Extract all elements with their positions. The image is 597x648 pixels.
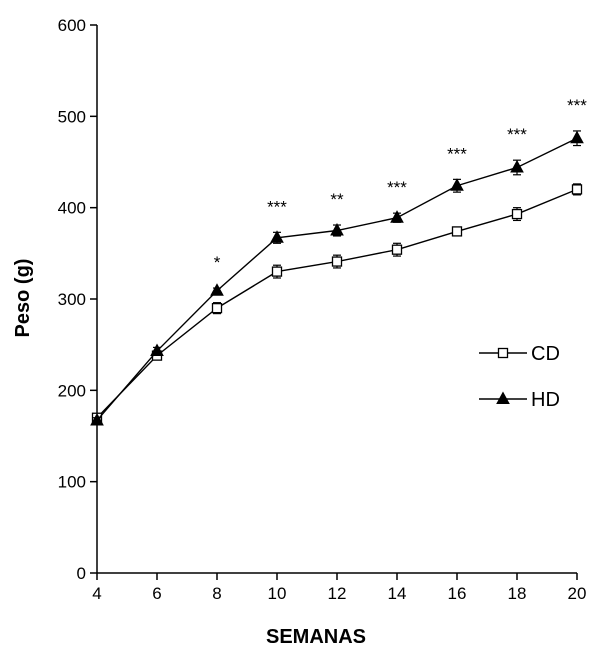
series-cd-point <box>511 208 523 220</box>
series-hd-point <box>330 222 344 236</box>
significance-marker: * <box>214 253 221 272</box>
significance-marker: *** <box>387 178 407 197</box>
x-tick-label: 20 <box>568 584 587 603</box>
significance-marker: *** <box>567 96 587 115</box>
series-hd-point <box>390 210 404 223</box>
series-cd-point <box>211 302 223 314</box>
series-hd-point <box>90 412 104 426</box>
y-tick-label: 300 <box>58 290 86 309</box>
annotations: **** ************** <box>214 96 588 272</box>
legend-label: CD <box>531 343 560 365</box>
series-hd <box>90 130 584 426</box>
legend-item-hd: HD <box>479 389 560 411</box>
significance-marker: *** <box>267 197 287 216</box>
y-tick-label: 0 <box>77 564 86 583</box>
significance-marker: ** <box>330 190 344 209</box>
series-cd-point <box>271 266 283 277</box>
y-tick-label: 400 <box>58 199 86 218</box>
series-cd <box>91 183 583 423</box>
x-tick-label: 10 <box>268 584 287 603</box>
legend-swatch-marker <box>496 391 510 404</box>
series-cd-point <box>571 184 583 195</box>
x-tick-label: 8 <box>212 584 221 603</box>
significance-marker: *** <box>507 125 527 144</box>
series-hd-point <box>270 230 284 243</box>
series-hd-point <box>450 178 464 191</box>
x-axis-title: SEMANAS <box>266 626 366 648</box>
legend-label: HD <box>531 389 560 411</box>
y-tick-label: 600 <box>58 16 86 35</box>
series-layer <box>90 130 584 426</box>
y-tick-label: 200 <box>58 381 86 400</box>
legend-swatch-marker <box>497 347 509 359</box>
series-hd-point <box>570 130 584 144</box>
series-cd-point <box>331 256 343 267</box>
y-tick-label: 500 <box>58 107 86 126</box>
series-hd-line <box>96 137 578 421</box>
y-tick-label: 100 <box>58 473 86 492</box>
x-tick-label: 16 <box>448 584 467 603</box>
legend-item-cd: CD <box>479 343 560 365</box>
series-hd-point <box>150 343 164 357</box>
x-tick-label: 14 <box>388 584 407 603</box>
x-tick-label: 12 <box>328 584 347 603</box>
x-tick-label: 4 <box>92 584 101 603</box>
legend: CD HD <box>479 343 560 411</box>
series-cd-point <box>391 244 403 255</box>
axes: 0 100 200 300 400 500 600 4 6 8 10 12 14 16 18 20 <box>58 16 587 603</box>
series-cd-point <box>451 226 463 237</box>
series-hd-point <box>510 159 524 173</box>
significance-marker: *** <box>447 144 467 163</box>
y-axis-title: Peso (g) <box>12 259 34 338</box>
x-tick-label: 18 <box>508 584 527 603</box>
series-hd-point <box>210 283 224 296</box>
x-tick-label: 6 <box>152 584 161 603</box>
